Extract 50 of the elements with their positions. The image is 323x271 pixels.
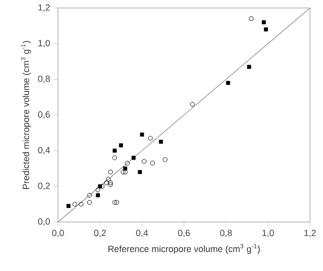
point [122,170,128,174]
point [262,20,266,24]
y-tick-label: 0,0 [38,218,50,226]
point [104,180,109,186]
point [124,160,130,166]
point [114,200,120,205]
point [106,176,111,182]
x-tick-label: 0,0 [52,230,64,238]
x-tick-label: 0,6 [178,230,190,238]
point [72,202,78,207]
point [78,202,84,207]
point [142,159,146,164]
point [87,200,92,205]
point [138,170,142,174]
point [96,188,100,192]
y-axis-title: Predicted micropore volume (cm$^{3}$ g$^{-1}$) [21,40,31,189]
point [226,80,230,85]
x-tick-label: 0,8 [220,230,232,238]
x-axis-title: Reference micropore volume (cm$^{3}$ g$^{-1}$) [108,244,260,254]
x-tick-label: 0,2 [94,230,106,238]
y-tick-label: 1,0 [38,40,50,48]
point [96,193,100,198]
point [140,132,144,137]
point [248,16,254,22]
point [112,200,118,205]
y-tick-label: 0,2 [38,182,50,190]
y-tick-label: 0,4 [38,146,50,154]
point [190,102,195,107]
point [112,155,118,160]
point [120,170,126,174]
x-tick-label: 1,0 [262,230,274,238]
point [108,180,113,186]
point [148,136,153,141]
y-tick-label: 0,8 [38,76,50,84]
point [108,170,113,174]
point [132,156,136,160]
y-tick-label: 0,6 [38,111,50,119]
point [112,148,117,153]
point [150,160,155,166]
x-tick-label: 1,2 [304,230,316,238]
point [247,64,252,69]
point [158,140,163,144]
y-tick-label: 1,2 [38,4,50,12]
point [87,192,92,198]
x-tick-label: 0,4 [136,230,148,238]
point [108,182,113,187]
point [119,143,123,148]
point [264,27,268,32]
point [66,204,70,208]
point [162,157,168,162]
